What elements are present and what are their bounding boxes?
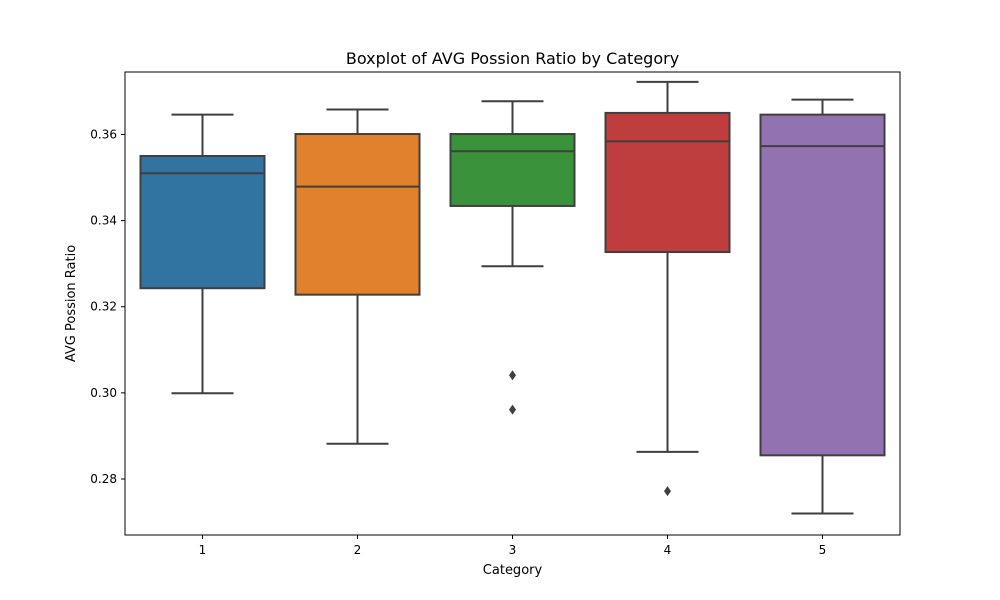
x-axis: 1 2 3 4 5 <box>199 535 827 557</box>
box-group-4 <box>604 80 731 497</box>
y-tick-label: 0.28 <box>90 472 117 486</box>
box-group-5 <box>759 98 886 515</box>
x-tick-label: 5 <box>819 543 827 557</box>
box <box>139 154 266 290</box>
outlier-point <box>509 404 516 415</box>
box <box>449 133 576 207</box>
box-group-3 <box>449 100 576 415</box>
chart-title: Boxplot of AVG Possion Ratio by Category <box>346 49 679 68</box>
y-tick-label: 0.32 <box>90 300 117 314</box>
y-tick-label: 0.34 <box>90 214 117 228</box>
x-tick-label: 1 <box>199 543 207 557</box>
box <box>294 133 421 296</box>
x-axis-label: Category <box>483 563 543 578</box>
outlier-point <box>664 486 671 497</box>
box-group-2 <box>294 108 421 445</box>
x-tick-label: 2 <box>354 543 362 557</box>
x-tick-label: 4 <box>664 543 672 557</box>
y-tick-label: 0.30 <box>90 386 117 400</box>
y-axis: 0.28 0.30 0.32 0.34 0.36 <box>90 127 125 486</box>
outlier-point <box>509 370 516 381</box>
box <box>604 111 731 254</box>
plot-area <box>139 80 886 515</box>
y-axis-label: AVG Possion Ratio <box>64 245 79 362</box>
x-tick-label: 3 <box>509 543 517 557</box>
y-tick-label: 0.36 <box>90 127 117 141</box>
box-group-1 <box>139 113 266 395</box>
box <box>759 113 886 457</box>
